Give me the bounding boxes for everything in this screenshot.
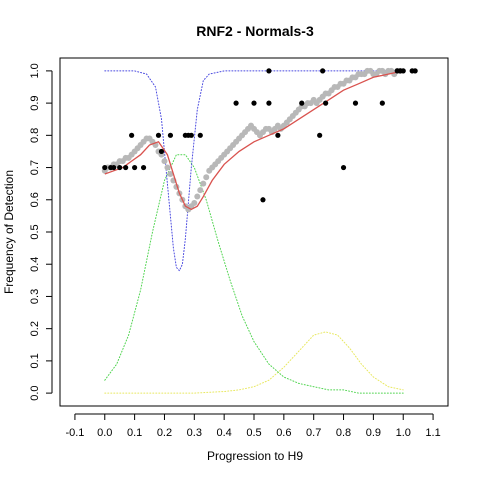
x-tick-label: 1.1 <box>425 427 440 439</box>
black-data-point <box>266 100 272 106</box>
black-data-point <box>197 132 203 138</box>
black-data-point <box>400 68 406 74</box>
black-data-point <box>317 132 323 138</box>
y-tick-label: 0.7 <box>29 160 41 175</box>
black-data-point <box>167 132 174 138</box>
black-data-point <box>123 164 129 171</box>
black-data-point <box>111 164 117 171</box>
black-data-point <box>260 197 266 203</box>
y-tick-label: 0.2 <box>29 321 41 336</box>
x-tick-label: -0.1 <box>65 427 84 439</box>
x-tick-label: 0.2 <box>157 427 172 439</box>
x-tick-label: 0.7 <box>306 427 321 439</box>
y-tick-label: 0.1 <box>29 353 41 368</box>
plot-box <box>59 57 449 407</box>
black-data-point <box>158 148 165 155</box>
black-data-point <box>266 68 272 74</box>
yellow-dotted-curve <box>104 331 404 394</box>
black-data-point <box>299 100 305 106</box>
black-data-point <box>275 132 281 138</box>
x-tick-label: 0.1 <box>127 427 142 439</box>
y-tick-label: 0.9 <box>29 95 41 110</box>
y-tick-label: 0.6 <box>29 192 41 207</box>
black-data-point <box>233 100 239 106</box>
x-tick-label: 0.6 <box>276 427 291 439</box>
grey-data-point <box>167 171 174 177</box>
black-data-point <box>188 132 194 138</box>
grey-data-point <box>191 200 198 206</box>
red-fit-line <box>104 70 404 211</box>
grey-data-point <box>194 193 201 200</box>
blue-dotted-curve <box>104 70 404 272</box>
black-data-point <box>129 132 135 138</box>
y-tick-label: 1.0 <box>29 63 41 78</box>
y-tick-label: 0.5 <box>29 224 41 239</box>
x-tick-label: 0.9 <box>366 427 381 439</box>
green-dotted-curve <box>104 154 404 394</box>
black-data-point <box>323 100 329 106</box>
x-tick-label: 1.0 <box>396 427 411 439</box>
grey-data-point <box>203 174 210 181</box>
marks-layer <box>101 67 418 394</box>
grey-data-point <box>161 158 168 165</box>
black-data-point <box>251 100 257 106</box>
black-data-point <box>412 68 418 74</box>
chart-title: RNF2 - Normals-3 <box>196 23 314 39</box>
y-tick-label: 0.3 <box>29 289 41 304</box>
black-data-point <box>352 100 359 106</box>
x-tick-label: 0.3 <box>187 427 202 439</box>
x-tick-label: 0.5 <box>246 427 261 439</box>
black-data-point <box>117 164 123 171</box>
y-tick-label: 0.4 <box>29 257 41 272</box>
black-data-point <box>140 164 147 171</box>
grey-data-point <box>197 187 204 194</box>
black-data-point <box>132 164 138 171</box>
x-tick-label: 0.8 <box>336 427 351 439</box>
y-tick-label: 0.8 <box>29 128 41 143</box>
axes-layer: -0.1 0.0 0.1 0.2 0.3 0.4 0.5 0.6 0.7 0.8 0.9 1.0 1.1… <box>29 63 441 439</box>
black-data-point <box>340 164 347 171</box>
black-data-point <box>102 164 108 171</box>
x-tick-label: 0.0 <box>97 427 112 439</box>
black-data-point <box>155 132 162 138</box>
grey-data-point <box>164 164 171 171</box>
x-tick-label: 0.4 <box>217 427 232 439</box>
black-data-point <box>320 68 326 74</box>
y-tick-label: 0.0 <box>29 385 41 400</box>
black-data-point <box>379 100 385 106</box>
x-axis-title: Progression to H9 <box>207 449 303 463</box>
grey-data-point <box>200 180 207 187</box>
y-axis-title: Frequency of Detection <box>2 170 16 294</box>
